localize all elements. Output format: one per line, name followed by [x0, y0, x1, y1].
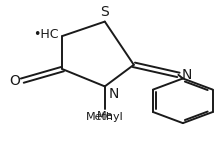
- Text: S: S: [100, 5, 109, 19]
- Text: Me: Me: [97, 111, 113, 121]
- Text: O: O: [9, 74, 20, 88]
- Text: Methyl: Methyl: [86, 112, 124, 122]
- Text: •HC: •HC: [34, 28, 59, 41]
- Text: N: N: [108, 87, 119, 101]
- Text: N: N: [182, 68, 192, 82]
